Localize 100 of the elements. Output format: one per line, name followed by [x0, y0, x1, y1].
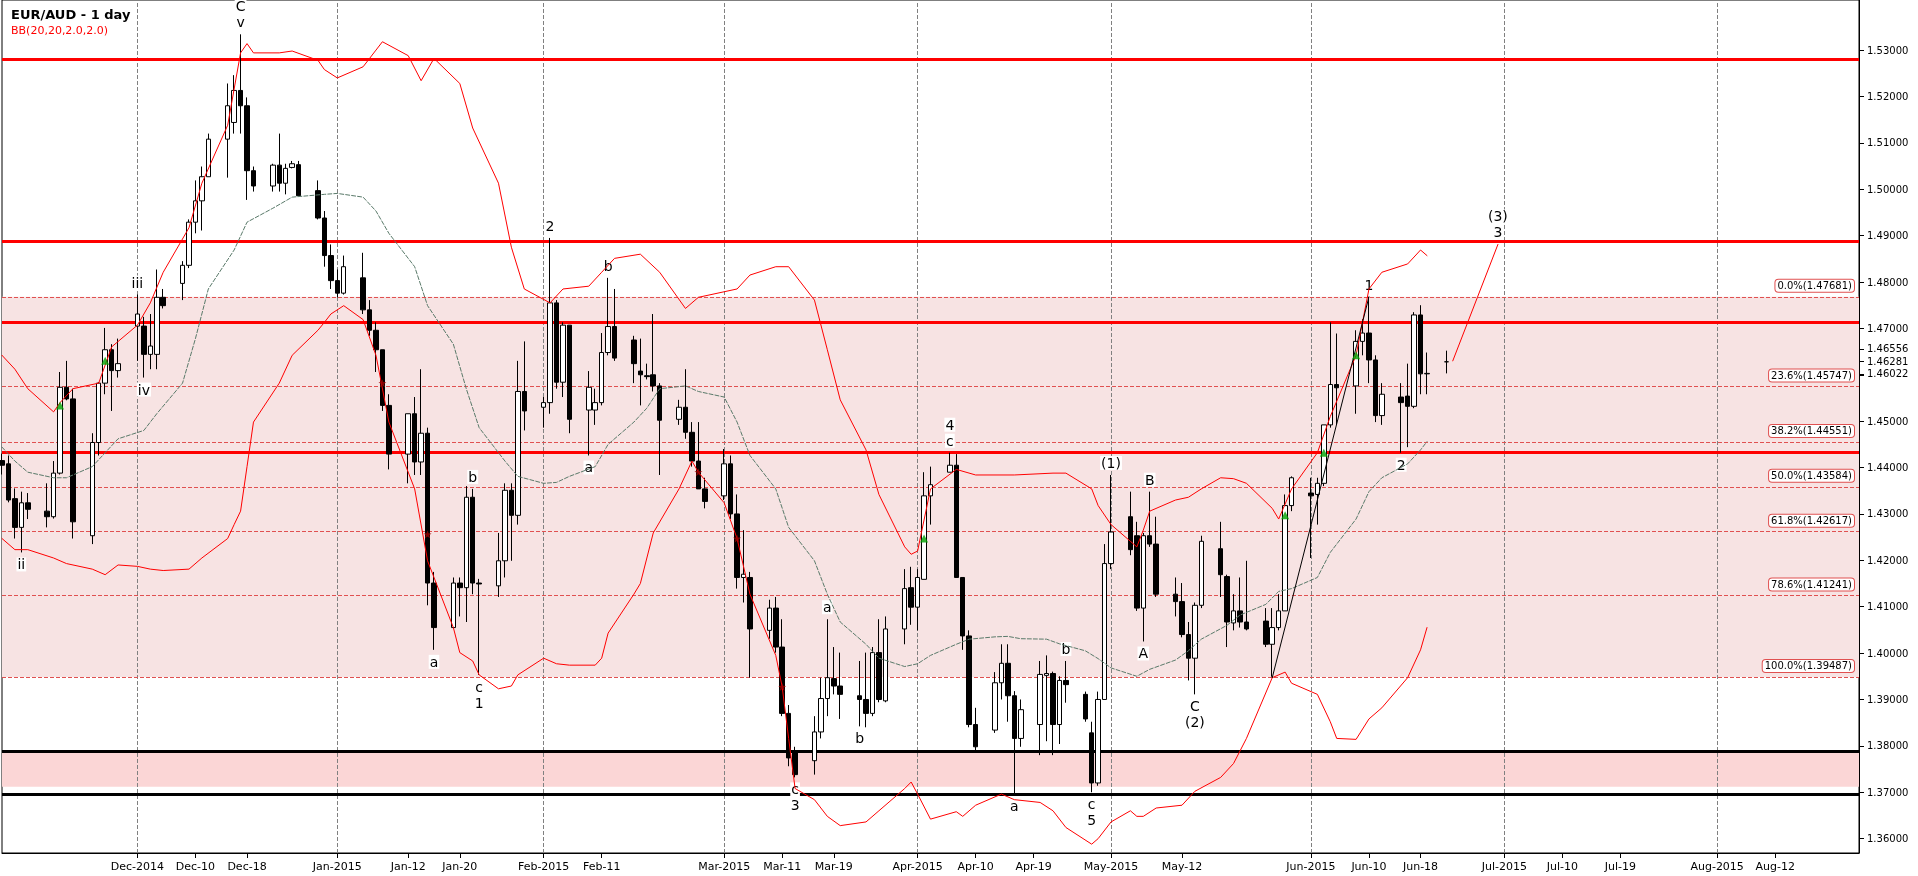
annotation: a: [823, 599, 832, 616]
annotation: 2: [545, 217, 555, 234]
y-tick-label: 1.48000: [1867, 276, 1909, 288]
x-tick-label: Jul-2015: [1480, 860, 1527, 873]
x-tick-label: Mar-2015: [698, 860, 751, 873]
annotation: c: [1087, 796, 1096, 813]
point: [778, 682, 787, 691]
y-tick-label: 1.46022: [1867, 368, 1909, 380]
candlestick: [1083, 691, 1088, 723]
annotation: B: [1144, 471, 1155, 488]
candlestick: [631, 335, 637, 384]
y-tick-label: 1.53000: [1867, 44, 1909, 56]
x-tick-label: Jul-19: [1603, 860, 1637, 873]
annotation: v: [236, 14, 245, 31]
annotation: 3: [790, 797, 800, 814]
point: [1352, 351, 1361, 360]
point: [920, 534, 929, 543]
annotation: c: [475, 678, 483, 695]
y-tick-label: 1.37000: [1867, 786, 1909, 798]
y-tick-label: 1.51000: [1867, 137, 1909, 149]
x-tick-label: Jan-2015: [311, 860, 362, 873]
x-tick-label: Feb-2015: [517, 860, 570, 873]
annotation: C: [235, 0, 246, 15]
x-tick-label: May-2015: [1083, 860, 1139, 873]
x-tick-label: Jan-12: [389, 860, 426, 873]
ref-line-label: 23.6%(1.45747): [1771, 370, 1853, 382]
annotation: c: [945, 432, 954, 449]
y-tick-label: 1.49000: [1867, 230, 1909, 242]
y-tick-label: 1.52000: [1867, 90, 1909, 102]
point: [378, 379, 387, 388]
x-tick-label: Aug-2015: [1690, 860, 1744, 873]
point: [733, 534, 742, 543]
y-tick-label: 1.40000: [1867, 647, 1909, 659]
candlestick: [1218, 521, 1223, 598]
x-tick-label: Jul-10: [1545, 860, 1579, 873]
annotation: (3): [1487, 208, 1508, 225]
x-tick-label: Mar-19: [814, 860, 853, 873]
annotation: b: [1061, 640, 1071, 657]
y-tick-label: 1.39000: [1867, 693, 1909, 705]
annotation: 1: [474, 694, 484, 711]
y-tick-label: 1.44000: [1867, 462, 1909, 474]
annotation: C: [1189, 698, 1200, 715]
x-tick-label: Jun-10: [1350, 860, 1387, 873]
y-tick-label: 1.46556: [1867, 343, 1909, 355]
point: [423, 530, 432, 539]
annotation: 4: [945, 416, 955, 433]
annotation: a: [584, 459, 594, 476]
annotation: iv: [137, 381, 150, 398]
y-tick-label: 1.42000: [1867, 554, 1909, 566]
candlestick: [206, 133, 211, 178]
text: BB(20,20,2.0,2.0): [11, 24, 109, 37]
line-series: [1, 192, 1428, 677]
y-tick-label: 1.38000: [1867, 740, 1909, 752]
y-tick-label: 1.36000: [1867, 833, 1909, 845]
y-tick-label: 1.43000: [1867, 508, 1909, 520]
point: [1319, 448, 1328, 457]
annotation: a: [429, 653, 439, 670]
annotation: b: [855, 730, 865, 747]
ref-line-label: 50.0%(1.43584): [1771, 470, 1853, 482]
candlestick: [638, 338, 643, 406]
point: [101, 356, 110, 365]
x-tick-label: Dec-2014: [110, 860, 165, 873]
x-tick-label: Jun-18: [1401, 860, 1439, 873]
x-tick-label: Dec-10: [175, 860, 216, 873]
x-tick-label: Jan-20: [441, 860, 478, 873]
annotation: iii: [131, 274, 144, 291]
candlestick: [747, 571, 753, 679]
annotation: b: [468, 468, 478, 485]
text: EUR/AUD - 1 day: [11, 7, 131, 22]
x-tick-label: Apr-19: [1015, 860, 1052, 873]
point: [56, 401, 65, 410]
annotation: 2: [1396, 456, 1406, 473]
x-tick-label: Apr-10: [957, 860, 994, 873]
annotation: A: [1138, 645, 1149, 662]
point: [694, 468, 703, 477]
annotation: 5: [1087, 812, 1097, 829]
annotation: ii: [17, 556, 26, 573]
y-tick-label: 1.41000: [1867, 601, 1909, 613]
ref-line-label: 61.8%(1.42617): [1771, 515, 1853, 527]
annotation: a: [1010, 797, 1019, 814]
annotation: (1): [1101, 454, 1121, 471]
ref-line-label: 0.0%(1.47681): [1777, 280, 1853, 292]
annotation: 3: [1493, 224, 1503, 241]
ref-line-label: 38.2%(1.44551): [1771, 425, 1853, 437]
ref-line-label: 78.6%(1.41241): [1771, 579, 1853, 591]
y-tick-label: 1.47000: [1867, 322, 1909, 334]
x-tick-label: Dec-18: [227, 860, 267, 873]
y-tick-label: 1.46281: [1867, 356, 1909, 368]
ref-line-label: 100.0%(1.39487): [1764, 660, 1853, 672]
x-tick-label: May-12: [1161, 860, 1203, 873]
x-tick-label: Feb-11: [582, 860, 621, 873]
candlestick: [1444, 350, 1449, 374]
annotation: 1: [1364, 276, 1374, 293]
annotation: (2): [1184, 714, 1205, 731]
x-tick-label: Apr-2015: [892, 860, 943, 873]
y-tick-label: 1.50000: [1867, 183, 1909, 195]
x-tick-label: Aug-12: [1755, 860, 1795, 873]
y-tick-label: 1.45000: [1867, 415, 1909, 427]
x-tick-label: Mar-11: [763, 860, 802, 873]
x-tick-label: Jun-2015: [1285, 860, 1336, 873]
